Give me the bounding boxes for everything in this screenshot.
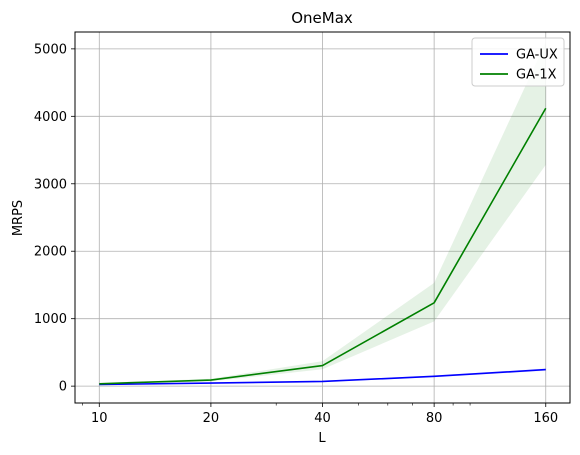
grid (75, 32, 570, 403)
x-tick-label: 80 (426, 411, 443, 426)
y-tick-label: 2000 (34, 245, 67, 260)
x-axis-label: L (318, 431, 326, 446)
y-tick-label: 3000 (34, 177, 67, 192)
y-tick-label: 0 (59, 380, 67, 395)
x-tick-label: 10 (91, 411, 108, 426)
series-line-ga-1x (99, 107, 547, 385)
y-tick-label: 5000 (34, 42, 67, 57)
y-tick-label: 4000 (34, 110, 67, 125)
x-tick-label: 160 (533, 411, 558, 426)
y-tick-label: 1000 (34, 312, 67, 327)
series-lines (99, 107, 547, 386)
legend-label: GA-UX (516, 48, 558, 63)
series-line-ga-ux (99, 368, 546, 386)
x-axis-ticks: 10 20 40 80 160 (82, 403, 558, 426)
confidence-band-ga-1x (99, 42, 546, 385)
x-tick-label: 20 (203, 411, 220, 426)
chart-title: OneMax (291, 9, 353, 27)
legend: GA-UX GA-1X (471, 37, 565, 87)
legend-label: GA-1X (516, 68, 557, 83)
x-tick-label: 40 (314, 411, 331, 426)
y-axis-label: MRPS (11, 200, 26, 236)
y-axis-ticks: 0 1000 2000 3000 4000 5000 (34, 42, 75, 395)
